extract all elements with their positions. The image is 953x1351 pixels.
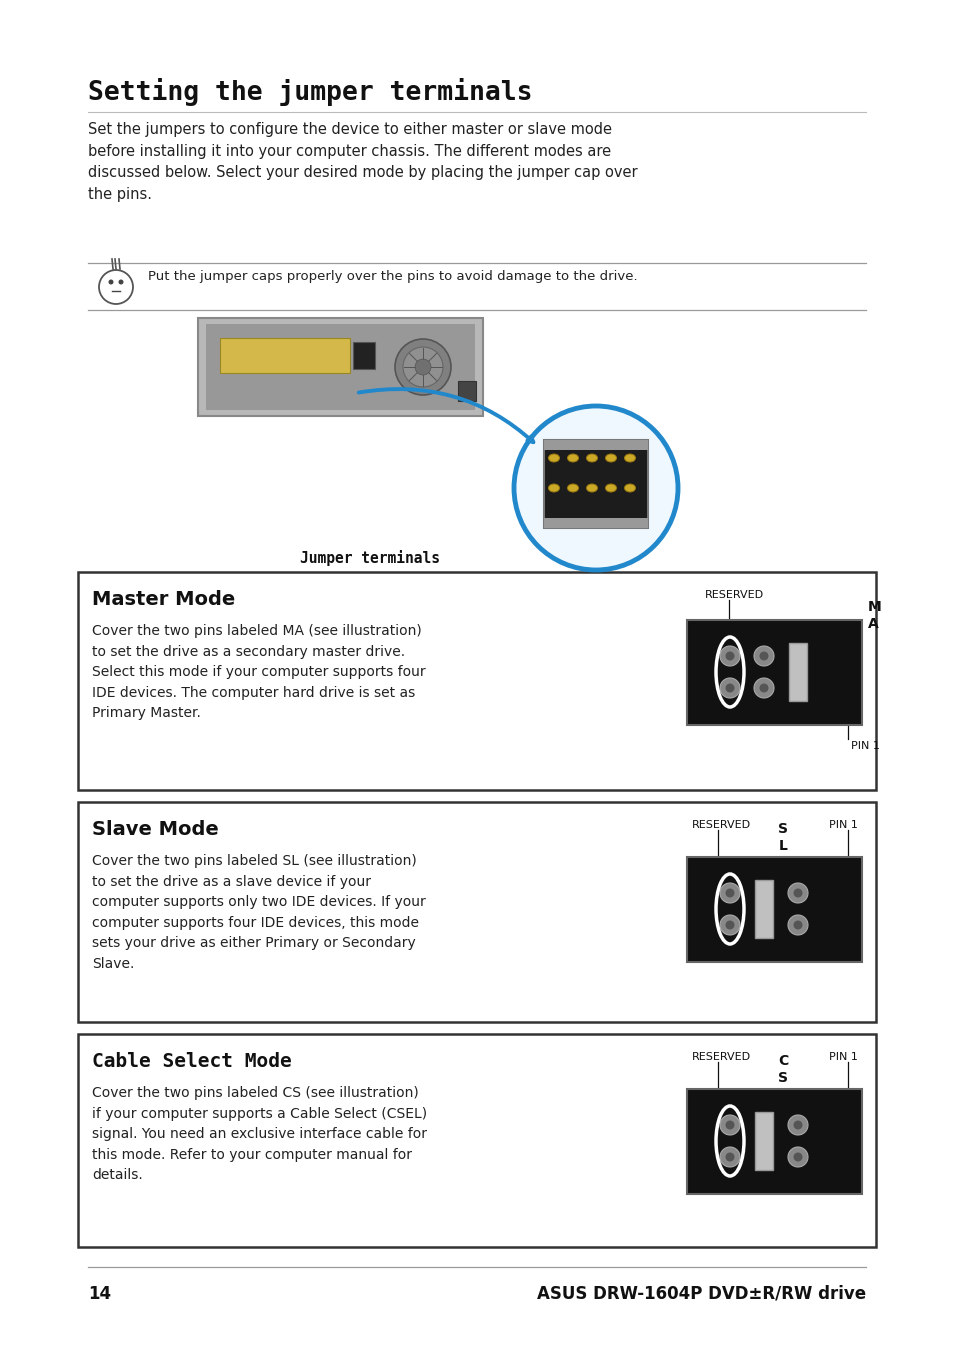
Circle shape <box>787 1115 807 1135</box>
Text: 14: 14 <box>88 1285 111 1302</box>
Ellipse shape <box>548 454 558 462</box>
Ellipse shape <box>624 454 635 462</box>
Circle shape <box>793 1120 801 1129</box>
Circle shape <box>787 884 807 902</box>
Circle shape <box>720 1147 740 1167</box>
Circle shape <box>787 915 807 935</box>
Ellipse shape <box>605 484 616 492</box>
Circle shape <box>724 889 734 897</box>
Text: ASUS DRW-1604P DVD±R/RW drive: ASUS DRW-1604P DVD±R/RW drive <box>537 1285 865 1302</box>
Text: Cover the two pins labeled CS (see illustration)
if your computer supports a Cab: Cover the two pins labeled CS (see illus… <box>91 1086 427 1182</box>
Circle shape <box>720 1115 740 1135</box>
Bar <box>353 342 375 369</box>
Bar <box>686 620 862 725</box>
Bar <box>543 440 647 450</box>
Bar <box>686 857 862 962</box>
Bar <box>78 802 875 1021</box>
Bar <box>78 1034 875 1247</box>
Circle shape <box>720 915 740 935</box>
Bar <box>206 324 475 409</box>
Bar <box>788 643 806 701</box>
Bar <box>754 1112 772 1170</box>
Ellipse shape <box>624 484 635 492</box>
Ellipse shape <box>548 484 558 492</box>
Circle shape <box>415 359 431 376</box>
Circle shape <box>724 684 734 693</box>
Ellipse shape <box>586 484 597 492</box>
Circle shape <box>724 1120 734 1129</box>
Circle shape <box>793 1152 801 1162</box>
Bar <box>457 381 476 401</box>
Bar <box>754 880 772 938</box>
Text: Put the jumper caps properly over the pins to avoid damage to the drive.: Put the jumper caps properly over the pi… <box>148 270 637 282</box>
Bar <box>78 571 875 790</box>
Circle shape <box>720 678 740 698</box>
Text: Cable Select Mode: Cable Select Mode <box>91 1052 292 1071</box>
Circle shape <box>724 920 734 929</box>
Text: RESERVED: RESERVED <box>691 820 750 830</box>
Circle shape <box>787 1147 807 1167</box>
Text: Cover the two pins labeled MA (see illustration)
to set the drive as a secondary: Cover the two pins labeled MA (see illus… <box>91 624 425 720</box>
Text: Slave Mode: Slave Mode <box>91 820 218 839</box>
Ellipse shape <box>567 484 578 492</box>
Circle shape <box>759 651 768 661</box>
Text: PIN 1: PIN 1 <box>828 1052 857 1062</box>
Circle shape <box>793 889 801 897</box>
Circle shape <box>109 280 113 285</box>
Text: RESERVED: RESERVED <box>691 1052 750 1062</box>
Bar <box>543 440 647 528</box>
Ellipse shape <box>605 454 616 462</box>
Circle shape <box>753 678 773 698</box>
Bar <box>220 338 350 373</box>
Text: Cover the two pins labeled SL (see illustration)
to set the drive as a slave dev: Cover the two pins labeled SL (see illus… <box>91 854 425 971</box>
Circle shape <box>118 280 123 285</box>
Circle shape <box>753 646 773 666</box>
Bar <box>686 1089 862 1194</box>
Ellipse shape <box>586 454 597 462</box>
Text: PIN 1: PIN 1 <box>850 740 879 751</box>
Circle shape <box>514 407 678 570</box>
Circle shape <box>759 684 768 693</box>
Text: C
S: C S <box>777 1054 787 1085</box>
Text: Set the jumpers to configure the device to either master or slave mode
before in: Set the jumpers to configure the device … <box>88 122 637 201</box>
Circle shape <box>793 920 801 929</box>
Ellipse shape <box>567 454 578 462</box>
Text: Setting the jumper terminals: Setting the jumper terminals <box>88 78 532 105</box>
Circle shape <box>99 270 132 304</box>
Text: S
L: S L <box>778 821 787 854</box>
Circle shape <box>395 339 451 394</box>
Circle shape <box>720 646 740 666</box>
Text: M
A: M A <box>867 600 881 631</box>
Bar <box>198 317 482 416</box>
Circle shape <box>724 651 734 661</box>
Bar <box>543 517 647 528</box>
Text: PIN 1: PIN 1 <box>828 820 857 830</box>
Circle shape <box>720 884 740 902</box>
Text: Master Mode: Master Mode <box>91 590 235 609</box>
Text: Jumper terminals: Jumper terminals <box>299 550 439 566</box>
Circle shape <box>724 1152 734 1162</box>
Text: RESERVED: RESERVED <box>704 590 763 600</box>
Circle shape <box>402 347 442 386</box>
